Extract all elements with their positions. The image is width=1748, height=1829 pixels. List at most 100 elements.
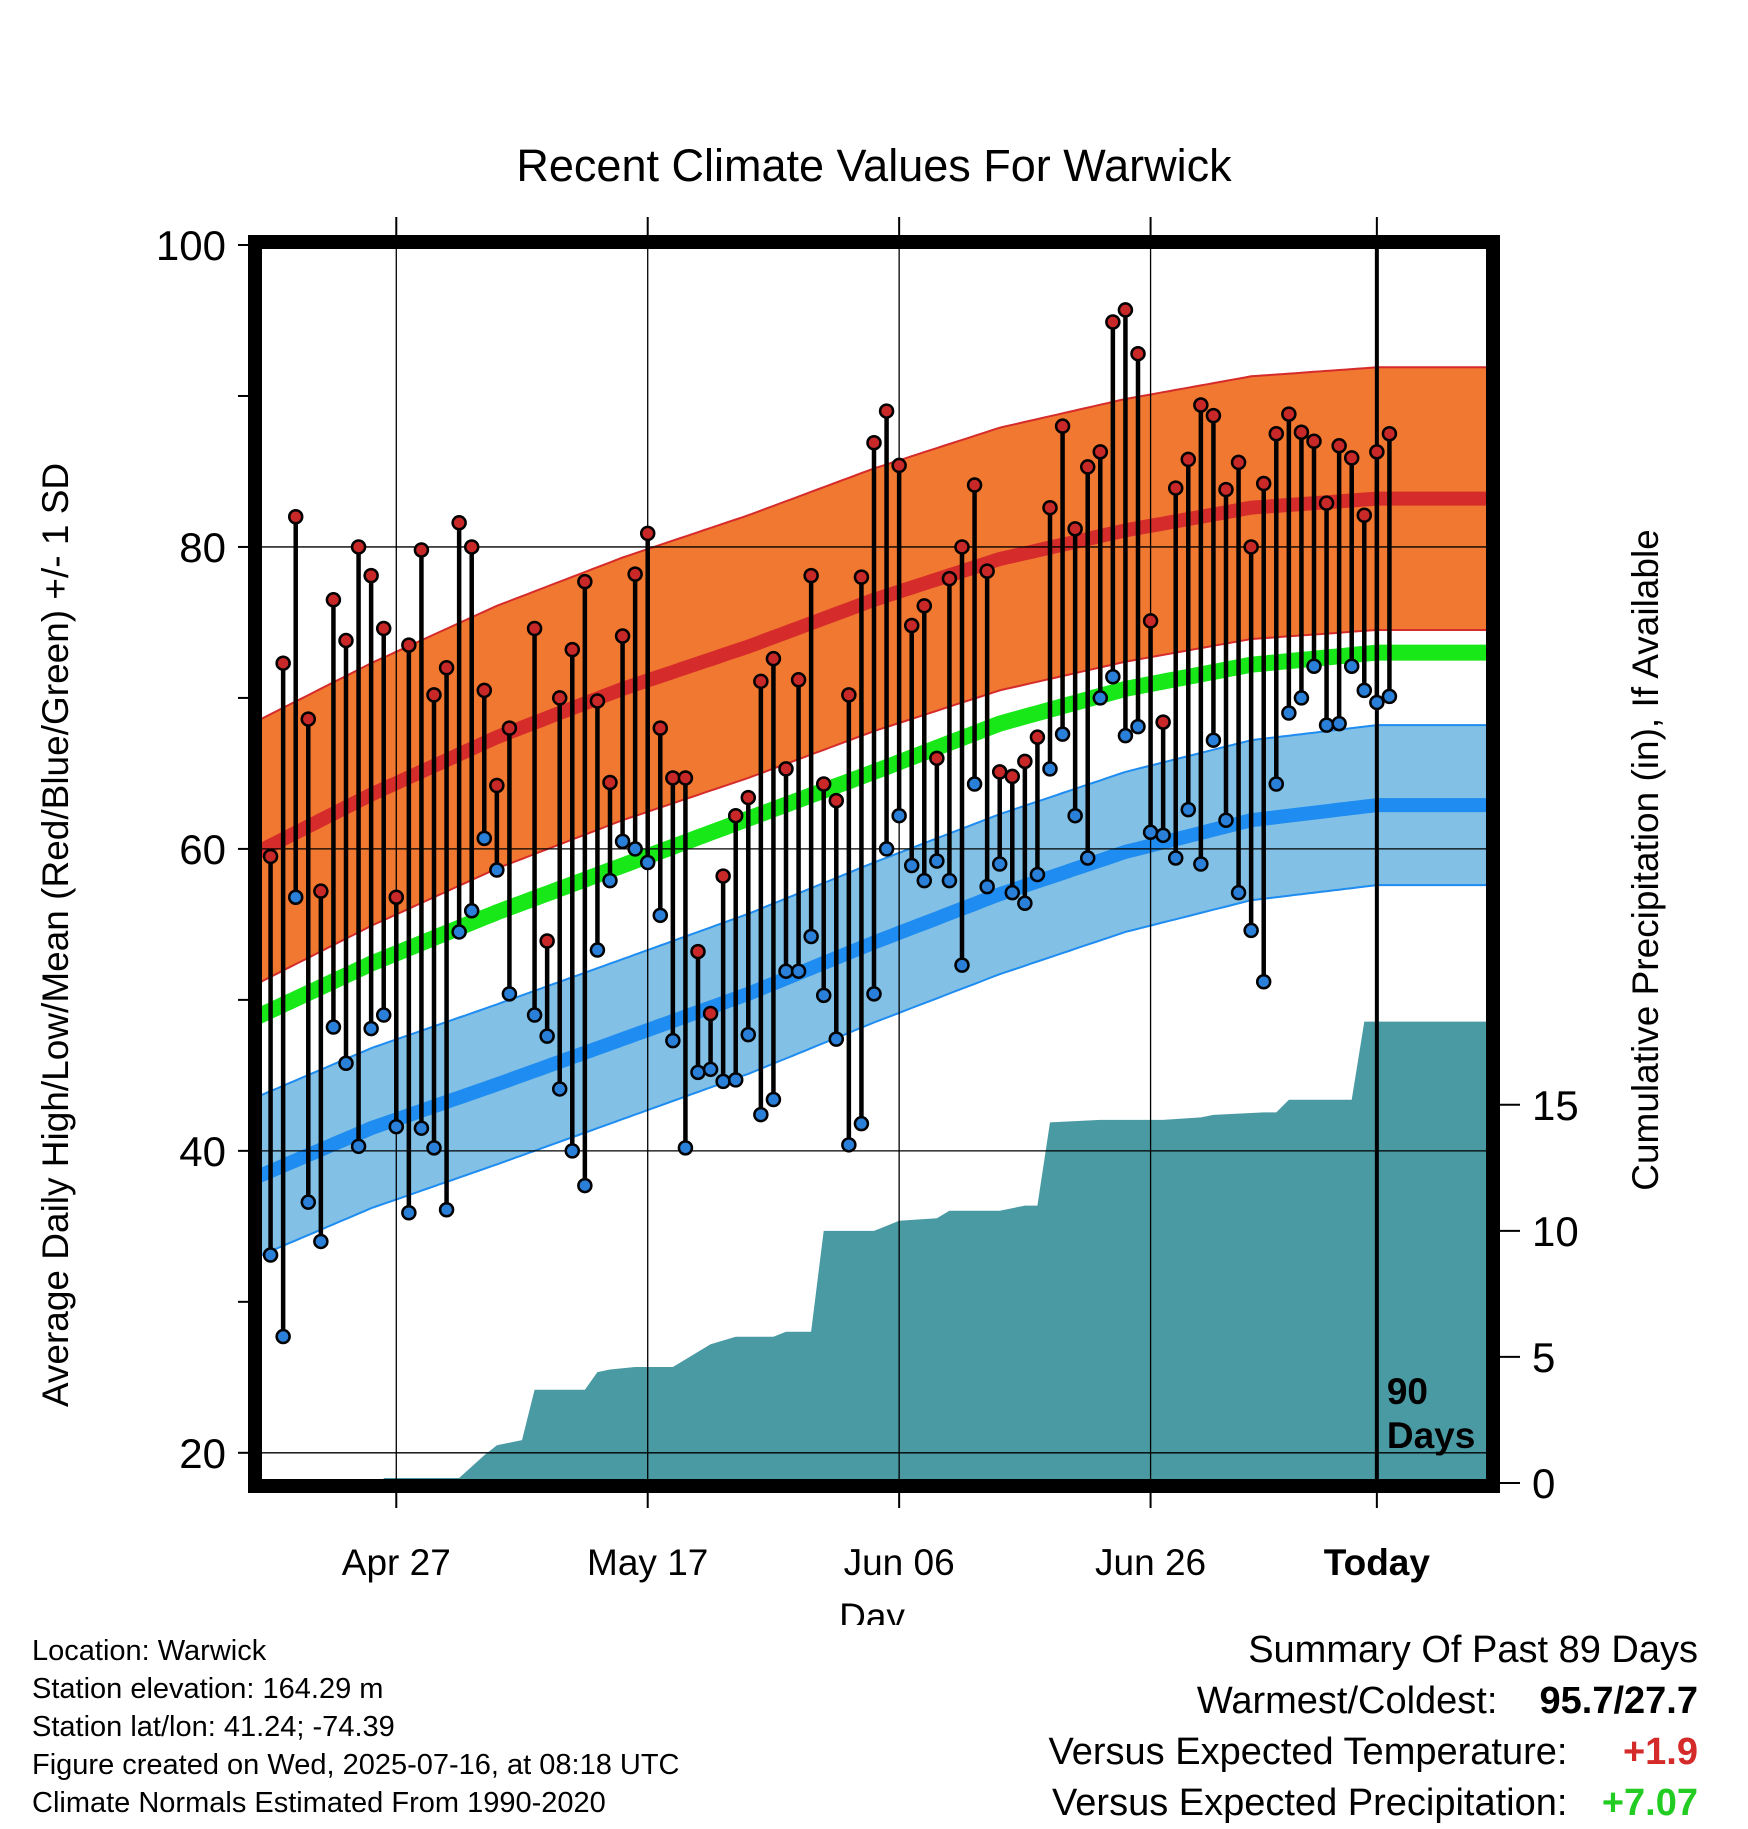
- y2-tick-label: 10: [1532, 1208, 1579, 1255]
- climate-normals-note: Climate Normals Estimated From 1990-2020: [32, 1787, 606, 1819]
- daily-high-point: [690, 943, 706, 960]
- daily-low-point: [979, 878, 995, 895]
- daily-low-point: [903, 857, 920, 874]
- daily-high-point: [803, 567, 819, 584]
- daily-low-point: [313, 1233, 329, 1250]
- daily-high-point: [941, 570, 958, 587]
- normal-low-band-lower: [258, 884, 1490, 1258]
- daily-high-point: [1381, 425, 1398, 442]
- figure-created: Figure created on Wed, 2025-07-16, at 08…: [32, 1749, 680, 1781]
- daily-high-point: [602, 774, 618, 791]
- daily-high-point: [866, 435, 882, 451]
- daily-high-point: [1205, 407, 1222, 424]
- daily-low-point: [476, 830, 493, 847]
- daily-high-point: [1130, 345, 1146, 362]
- climate-chart: Recent Climate Values For Warwick 90 Days…: [35, 140, 1666, 1625]
- summary-panel: Summary Of Past 89 Days Warmest/Coldest:…: [1049, 1625, 1698, 1829]
- daily-high-point: [1293, 424, 1310, 440]
- precip-anomaly-row: Versus Expected Precipitation: +7.07: [1049, 1778, 1698, 1829]
- daily-low-point: [765, 1091, 782, 1108]
- precip-area: [258, 1021, 1490, 1483]
- daily-low-point: [300, 1194, 317, 1210]
- daily-high-point: [1306, 433, 1322, 450]
- daily-low-point: [1105, 669, 1121, 685]
- daily-high-point: [1029, 729, 1046, 745]
- daily-low-point: [438, 1201, 455, 1218]
- daily-low-point: [1218, 812, 1234, 828]
- daily-high-point: [1318, 495, 1335, 511]
- daily-high-point: [501, 720, 518, 736]
- daily-high-point: [828, 792, 845, 809]
- daily-low-point: [577, 1177, 593, 1194]
- daily-low-point: [790, 963, 807, 979]
- plot-area: 90 Days: [258, 245, 1490, 1483]
- daily-low-point: [1167, 850, 1184, 866]
- station-latlon: Station lat/lon: 41.24; -74.39: [32, 1711, 395, 1743]
- daily-low-point: [1142, 824, 1159, 841]
- daily-high-point: [262, 848, 279, 865]
- daily-high-point: [1042, 499, 1058, 516]
- daily-high-point: [1117, 302, 1134, 318]
- daily-low-point: [1067, 807, 1083, 824]
- temp-anomaly-label: Versus Expected Temperature:: [1048, 1731, 1568, 1773]
- daily-low-point: [841, 1137, 857, 1153]
- daily-high-point: [790, 672, 807, 688]
- y-tick-label: 60: [179, 826, 226, 873]
- daily-low-point: [740, 1026, 757, 1043]
- daily-high-point: [1268, 425, 1285, 442]
- daily-high-point: [966, 477, 983, 493]
- daily-high-point: [1155, 714, 1171, 730]
- daily-low-point: [1193, 856, 1209, 872]
- daily-high-point: [1180, 451, 1197, 468]
- daily-low-point: [451, 924, 467, 940]
- daily-low-point: [639, 854, 656, 871]
- daily-high-point: [325, 592, 342, 608]
- daily-high-point: [765, 650, 782, 667]
- daily-high-point: [979, 563, 995, 579]
- daily-high-point: [1079, 459, 1096, 475]
- daily-high-point: [1243, 539, 1259, 555]
- daily-low-point: [1155, 827, 1171, 844]
- daily-low-point: [1054, 726, 1071, 742]
- daily-low-point: [426, 1140, 442, 1156]
- daily-low-point: [1356, 682, 1373, 699]
- daily-low-point: [828, 1031, 845, 1047]
- daily-low-point: [489, 862, 505, 878]
- daily-low-point: [878, 841, 895, 857]
- daily-low-point: [665, 1032, 681, 1049]
- x-tick-label: Jun 26: [1095, 1542, 1206, 1583]
- y2-tick-label: 15: [1532, 1082, 1579, 1129]
- daily-low-point: [702, 1061, 719, 1078]
- precip-anomaly-label: Versus Expected Precipitation:: [1052, 1782, 1568, 1824]
- daily-low-point: [991, 856, 1008, 872]
- daily-high-point: [375, 620, 392, 637]
- daily-high-point: [778, 761, 794, 777]
- daily-high-point: [1105, 314, 1121, 330]
- daily-low-point: [929, 853, 945, 869]
- daily-high-point: [878, 403, 895, 419]
- daily-low-point: [715, 1073, 731, 1090]
- daily-high-point: [954, 539, 970, 555]
- daily-high-point: [539, 933, 555, 949]
- daily-low-point: [501, 986, 518, 1002]
- x-tick-label: Today: [1324, 1542, 1431, 1583]
- daily-low-point: [1243, 922, 1259, 939]
- warmest-coldest-row: Warmest/Coldest: 95.7/27.7: [1049, 1676, 1698, 1727]
- daily-high-point: [526, 620, 543, 637]
- x-tick-label: Apr 27: [342, 1542, 451, 1583]
- daily-high-point: [853, 569, 870, 585]
- daily-low-point: [338, 1055, 354, 1072]
- daily-low-point: [325, 1019, 342, 1035]
- temp-anomaly-row: Versus Expected Temperature: +1.9: [1049, 1727, 1698, 1778]
- daily-low-point: [413, 1120, 430, 1136]
- daily-low-point: [1306, 658, 1322, 674]
- daily-low-point: [539, 1028, 555, 1044]
- daily-high-point: [476, 682, 493, 699]
- daily-low-point: [1230, 884, 1247, 901]
- daily-high-point: [350, 539, 367, 555]
- daily-low-point: [627, 841, 643, 857]
- station-info: Location: Warwick Station elevation: 164…: [32, 1632, 680, 1822]
- daily-low-point: [350, 1138, 367, 1155]
- daily-low-point: [1130, 718, 1146, 735]
- warmest-coldest-value: 95.7/27.7: [1539, 1680, 1698, 1722]
